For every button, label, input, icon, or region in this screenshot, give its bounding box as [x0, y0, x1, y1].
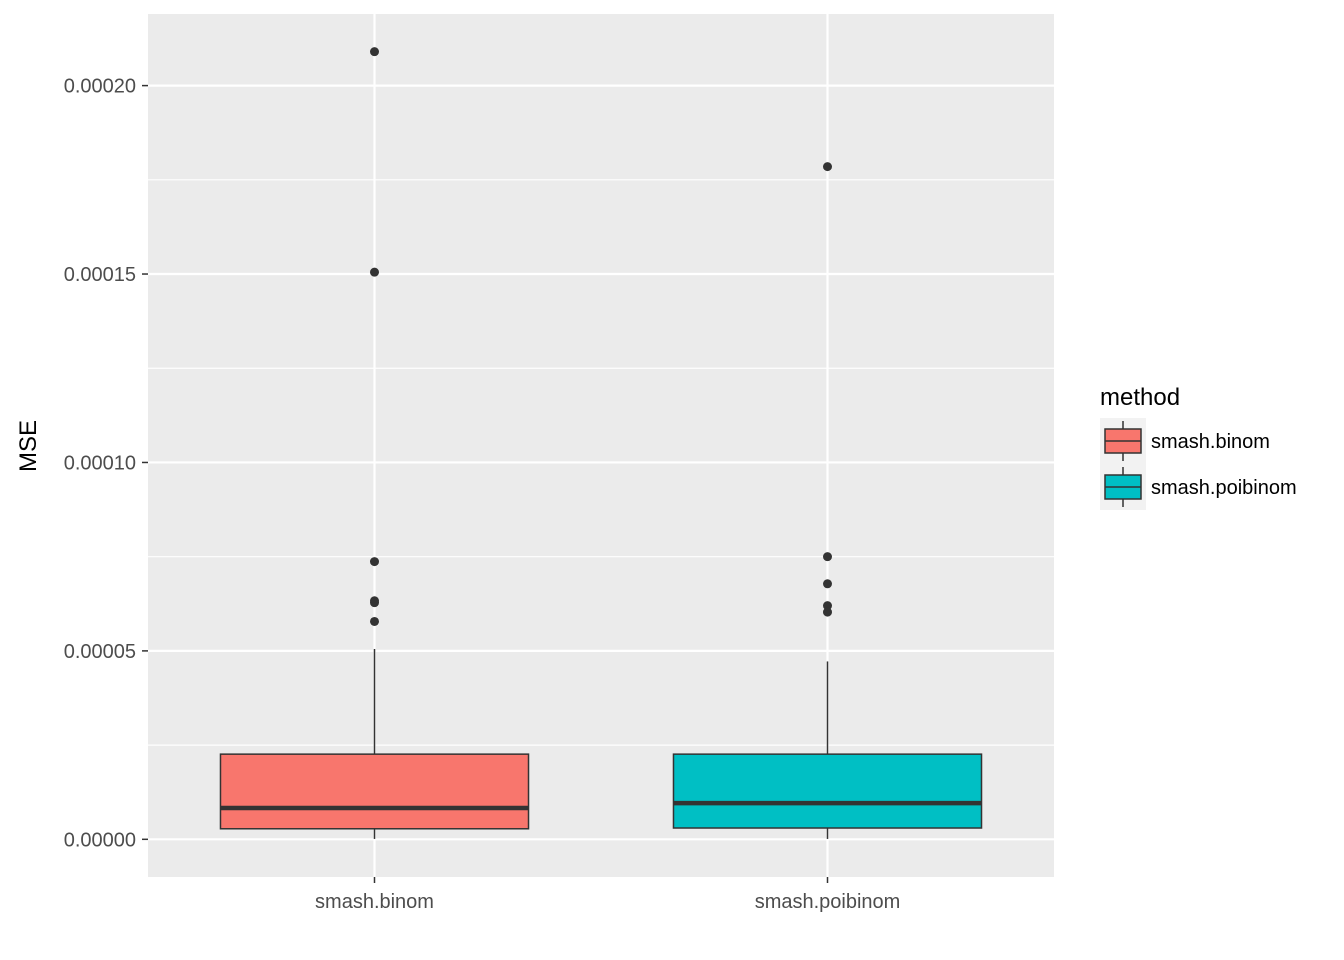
box-smash.binom	[219, 47, 530, 839]
boxes-layer	[219, 47, 983, 839]
outlier-point	[823, 601, 832, 611]
legend-entry-smash.binom: smash.binom	[1100, 418, 1270, 464]
legend-label: smash.binom	[1151, 431, 1270, 453]
box-iqr	[219, 753, 530, 830]
outlier-point	[370, 616, 379, 626]
x-axis: smash.binom smash.poibinom	[315, 877, 900, 913]
outlier-point	[370, 47, 379, 57]
outlier-point	[370, 267, 379, 277]
y-tick-label: 0.00020	[64, 76, 136, 98]
outlier-point	[823, 552, 832, 562]
outlier-point	[370, 557, 379, 567]
box-smash.poibinom	[672, 162, 983, 839]
outlier-point	[823, 579, 832, 589]
y-tick-label: 0.00015	[64, 264, 136, 286]
y-tick-label: 0.00000	[64, 829, 136, 851]
major-gridlines	[148, 84, 1054, 841]
outlier-point	[823, 162, 832, 172]
legend-title: method	[1100, 384, 1180, 411]
x-tick-label: smash.binom	[315, 891, 434, 913]
y-tick-label: 0.00010	[64, 452, 136, 474]
y-axis-title: MSE	[15, 420, 42, 472]
legend-label: smash.poibinom	[1151, 477, 1297, 499]
y-tick-label: 0.00005	[64, 641, 136, 663]
legend: method smash.binom smash.poibinom	[1100, 384, 1297, 510]
y-axis: 0.00000 0.00005 0.00010 0.00015 0.00020	[64, 76, 148, 851]
outlier-point	[370, 598, 379, 608]
outlier-point	[823, 607, 832, 617]
minor-gridlines	[148, 179, 1054, 746]
box-iqr	[672, 753, 983, 829]
legend-entry-smash.poibinom: smash.poibinom	[1100, 464, 1297, 510]
x-tick-label: smash.poibinom	[755, 891, 901, 913]
panel-background	[148, 14, 1054, 877]
